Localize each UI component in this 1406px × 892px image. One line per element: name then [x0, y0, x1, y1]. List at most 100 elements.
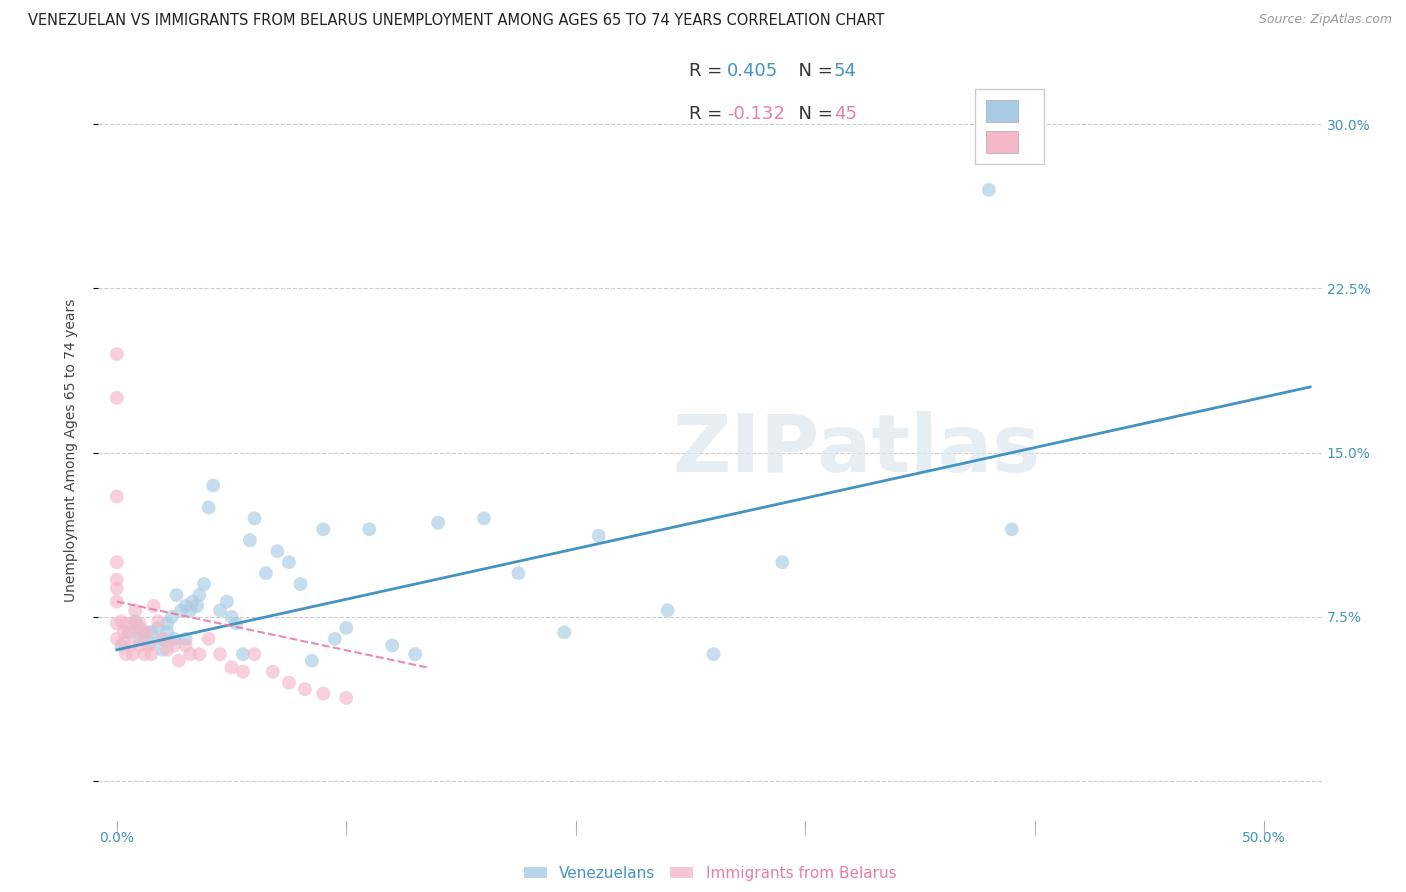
Point	[294, 682, 316, 697]
Point	[181, 594, 204, 608]
Point	[239, 533, 262, 548]
Point	[243, 511, 266, 525]
Point	[225, 616, 247, 631]
Point	[120, 625, 142, 640]
Point	[163, 632, 186, 646]
Point	[301, 654, 323, 668]
Point	[188, 647, 211, 661]
Point	[197, 500, 219, 515]
Point	[977, 183, 1000, 197]
Point	[167, 654, 190, 668]
Point	[141, 636, 163, 650]
Point	[112, 636, 135, 650]
Point	[146, 621, 169, 635]
Point	[105, 582, 128, 596]
Point	[152, 632, 174, 646]
Point	[262, 665, 284, 679]
Point	[232, 647, 254, 661]
Point	[117, 616, 139, 631]
Point	[188, 588, 211, 602]
Point	[128, 632, 150, 646]
Point	[221, 660, 243, 674]
Point	[105, 573, 128, 587]
Point	[770, 555, 793, 569]
Point	[142, 599, 165, 613]
Text: 0.405: 0.405	[727, 62, 778, 80]
Point	[186, 599, 208, 613]
Point	[702, 647, 724, 661]
Point	[121, 647, 143, 661]
Point	[323, 632, 346, 646]
Point	[277, 555, 299, 569]
Point	[197, 632, 219, 646]
Point	[128, 621, 150, 635]
Point	[110, 639, 132, 653]
Point	[128, 616, 150, 631]
Text: VENEZUELAN VS IMMIGRANTS FROM BELARUS UNEMPLOYMENT AMONG AGES 65 TO 74 YEARS COR: VENEZUELAN VS IMMIGRANTS FROM BELARUS UN…	[28, 13, 884, 29]
Text: N =: N =	[787, 105, 839, 123]
Point	[404, 647, 426, 661]
Text: R =: R =	[689, 62, 728, 80]
Point	[553, 625, 575, 640]
Point	[120, 639, 142, 653]
Point	[110, 615, 132, 629]
Point	[141, 625, 163, 640]
Point	[156, 642, 179, 657]
Y-axis label: Unemployment Among Ages 65 to 74 years: Unemployment Among Ages 65 to 74 years	[63, 299, 77, 602]
Point	[202, 478, 225, 492]
Point	[152, 642, 174, 657]
Point	[174, 632, 197, 646]
Text: ZIPatlas: ZIPatlas	[672, 411, 1040, 490]
Point	[335, 690, 357, 705]
Point	[135, 625, 157, 640]
Point	[105, 391, 128, 405]
Point	[266, 544, 288, 558]
Point	[1001, 522, 1024, 536]
Point	[115, 647, 138, 661]
Text: Source: ZipAtlas.com: Source: ZipAtlas.com	[1258, 13, 1392, 27]
Point	[427, 516, 450, 530]
Point	[254, 566, 277, 581]
Point	[124, 615, 146, 629]
Point	[472, 511, 495, 525]
Point	[165, 588, 187, 602]
Text: R =: R =	[689, 105, 728, 123]
Point	[179, 647, 201, 661]
Text: 54: 54	[834, 62, 856, 80]
Point	[508, 566, 530, 581]
Legend: Venezuelans, Immigrants from Belarus: Venezuelans, Immigrants from Belarus	[517, 860, 903, 887]
Point	[174, 639, 197, 653]
Point	[170, 603, 193, 617]
Text: 45: 45	[834, 105, 856, 123]
Point	[128, 625, 150, 640]
Point	[156, 625, 179, 640]
Point	[359, 522, 381, 536]
Point	[134, 647, 156, 661]
Point	[209, 647, 232, 661]
Text: N =: N =	[787, 62, 839, 80]
Point	[105, 594, 128, 608]
Point	[312, 687, 335, 701]
Point	[105, 347, 128, 361]
Point	[105, 490, 128, 504]
Point	[124, 616, 146, 631]
Point	[141, 647, 163, 661]
Point	[174, 599, 197, 613]
Point	[152, 632, 174, 646]
Point	[312, 522, 335, 536]
Point	[160, 610, 183, 624]
Point	[128, 639, 150, 653]
Point	[588, 529, 610, 543]
Point	[105, 616, 128, 631]
Point	[117, 625, 139, 640]
Point	[221, 610, 243, 624]
Point	[277, 675, 299, 690]
Point	[657, 603, 679, 617]
Point	[105, 632, 128, 646]
Point	[232, 665, 254, 679]
Point	[193, 577, 215, 591]
Point	[209, 603, 232, 617]
Point	[335, 621, 357, 635]
Point	[124, 603, 146, 617]
Point	[290, 577, 312, 591]
